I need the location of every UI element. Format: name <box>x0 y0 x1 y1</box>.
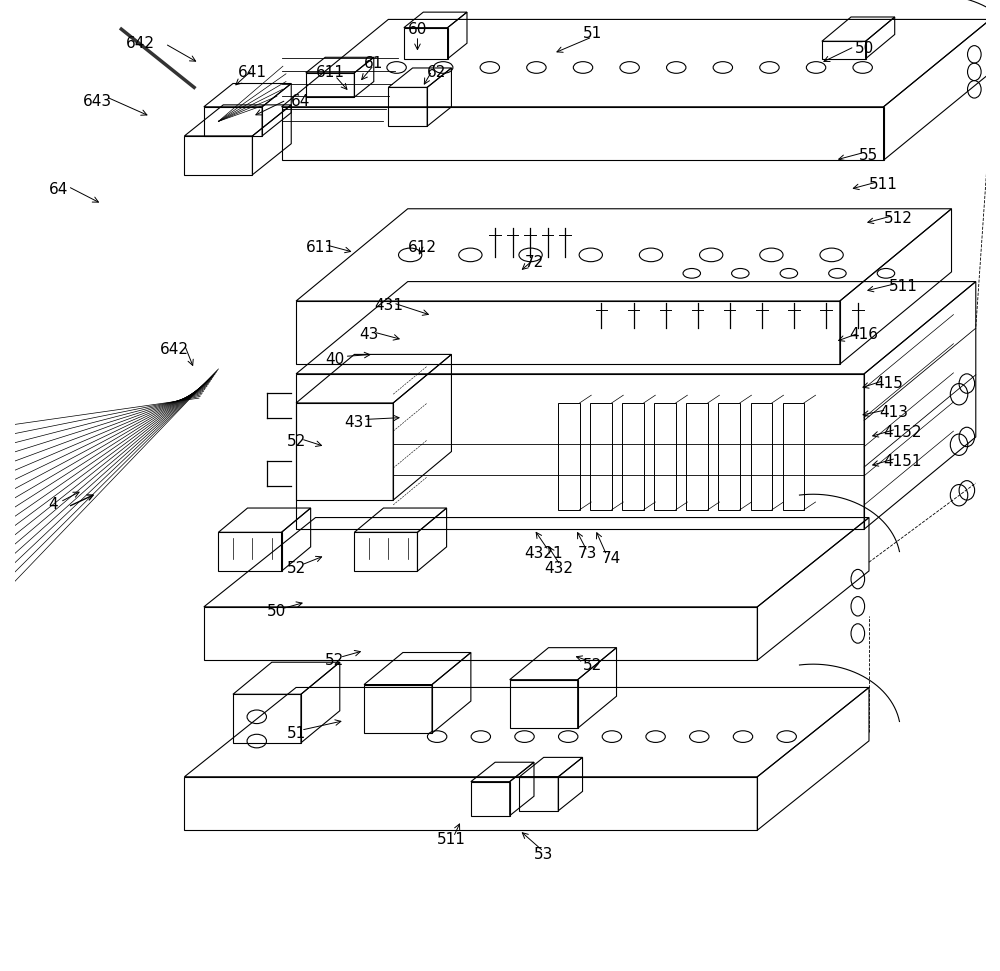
Text: 74: 74 <box>602 551 621 566</box>
Text: 52: 52 <box>286 434 306 450</box>
Text: 60: 60 <box>408 21 427 37</box>
Text: 643: 643 <box>82 94 112 110</box>
Text: 612: 612 <box>408 240 437 255</box>
Text: 4321: 4321 <box>524 546 563 561</box>
Text: 432: 432 <box>544 560 573 576</box>
Text: 416: 416 <box>850 327 879 343</box>
Text: 641: 641 <box>238 65 267 81</box>
Text: 50: 50 <box>267 604 286 619</box>
Text: 415: 415 <box>874 376 903 391</box>
Text: 51: 51 <box>583 26 602 42</box>
Text: 431: 431 <box>374 298 403 314</box>
Text: 43: 43 <box>359 327 379 343</box>
Text: 431: 431 <box>345 415 374 430</box>
Text: 53: 53 <box>534 847 553 862</box>
Text: 40: 40 <box>325 352 345 367</box>
Text: 52: 52 <box>286 560 306 576</box>
Text: 511: 511 <box>889 279 917 294</box>
Text: 4: 4 <box>49 497 58 513</box>
Text: 51: 51 <box>286 725 306 741</box>
Text: 50: 50 <box>854 41 874 56</box>
Text: 4151: 4151 <box>884 453 922 469</box>
Text: 72: 72 <box>524 254 544 270</box>
Text: 4152: 4152 <box>884 424 922 440</box>
Text: 64: 64 <box>291 94 311 110</box>
Text: 511: 511 <box>869 177 898 192</box>
Text: 642: 642 <box>126 36 155 51</box>
Text: 52: 52 <box>583 657 602 673</box>
Text: 61: 61 <box>364 55 383 71</box>
Text: 62: 62 <box>427 65 447 81</box>
Text: 52: 52 <box>325 653 345 668</box>
Text: 642: 642 <box>160 342 189 357</box>
Text: 511: 511 <box>437 832 466 848</box>
Text: 55: 55 <box>859 148 879 163</box>
Text: 413: 413 <box>879 405 908 420</box>
Text: 611: 611 <box>306 240 335 255</box>
Text: 611: 611 <box>316 65 345 81</box>
Text: 73: 73 <box>578 546 597 561</box>
Text: 512: 512 <box>884 211 913 226</box>
Text: 64: 64 <box>49 182 68 197</box>
